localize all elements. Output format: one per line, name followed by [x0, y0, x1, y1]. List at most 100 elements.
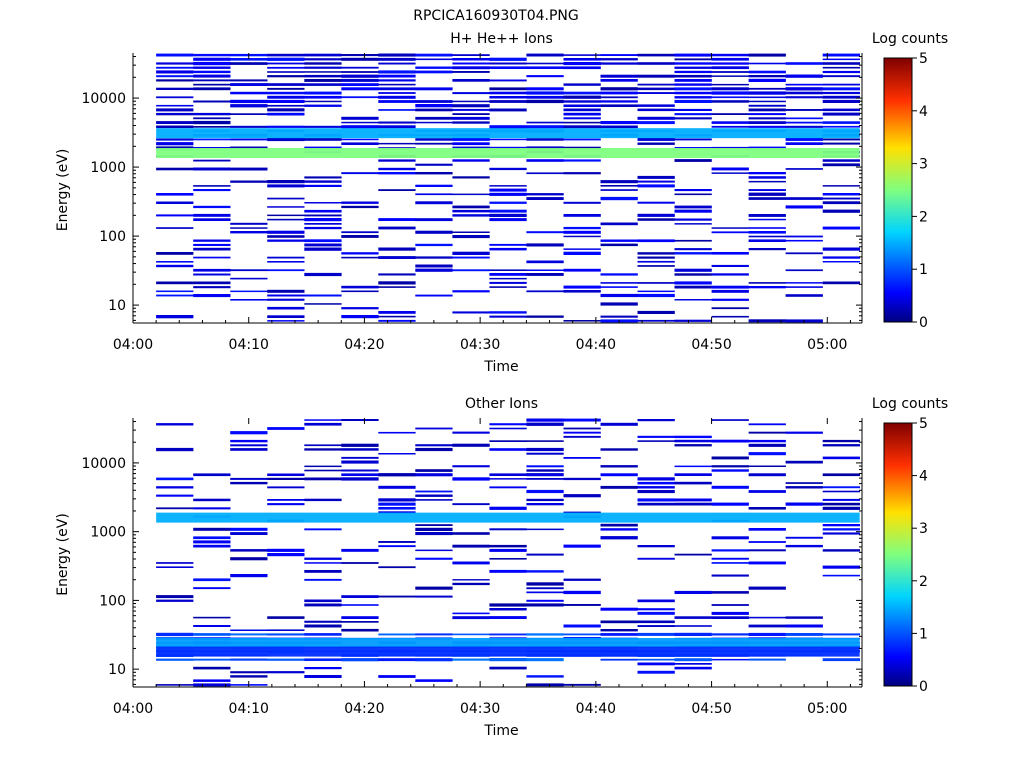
heatmap-cell [378, 507, 416, 510]
heatmap-cell [489, 544, 527, 548]
heatmap-cell [304, 272, 342, 277]
heatmap-cell [193, 66, 231, 69]
heatmap-cell [156, 96, 194, 99]
heatmap-cell [193, 57, 231, 61]
colorbar-tick-label: 5 [919, 416, 928, 432]
heatmap-cell [452, 431, 490, 434]
heatmap-cell [748, 658, 786, 661]
heatmap-cell [267, 206, 305, 208]
heatmap-cell [674, 285, 712, 289]
heatmap-cell [563, 604, 601, 606]
heatmap-cell [230, 629, 268, 631]
heatmap-cell [267, 218, 305, 221]
heatmap-cell [378, 319, 416, 322]
heatmap-cell [711, 633, 749, 636]
heatmap-cell [415, 184, 453, 187]
heatmap-cell [489, 108, 527, 112]
heatmap-cell [378, 256, 416, 259]
heatmap-cell [563, 544, 601, 548]
heatmap-cell [304, 223, 342, 225]
heatmap-cell [822, 247, 860, 251]
heatmap-cell [193, 544, 231, 548]
heatmap-cell [341, 71, 379, 73]
heatmap-cell [637, 481, 675, 485]
heatmap-cell [378, 159, 416, 162]
heatmap-cell [267, 95, 305, 99]
heatmap-cell [822, 197, 860, 200]
heatmap-cell [378, 83, 416, 86]
heatmap-cell [489, 91, 527, 95]
heatmap-cell [230, 222, 268, 225]
heatmap-cell [415, 100, 453, 103]
heatmap-cell [341, 285, 379, 289]
heatmap-cell [674, 53, 712, 57]
heatmap-cell [674, 99, 712, 103]
heatmap-cell [674, 83, 712, 86]
heatmap-cell [785, 286, 823, 288]
heatmap-cell [489, 277, 527, 280]
energy-band [156, 638, 860, 649]
heatmap-cell [822, 256, 860, 259]
heatmap-cell [563, 418, 601, 422]
heatmap-cell [674, 553, 712, 556]
heatmap-cell [304, 247, 342, 251]
heatmap-cell [341, 201, 379, 204]
heatmap-cell [489, 213, 527, 217]
colorbar: 0 1 2 3 4 5 Log counts [872, 31, 948, 331]
heatmap-cell [785, 431, 823, 434]
heatmap-cell [822, 58, 860, 61]
heatmap-cell [526, 469, 564, 472]
heatmap-cell [489, 138, 527, 141]
heatmap-cell [748, 465, 786, 467]
heatmap-cell [193, 138, 231, 141]
heatmap-cell [785, 121, 823, 124]
heatmap-cell [452, 108, 490, 111]
heatmap-cell [785, 282, 823, 284]
heatmap-cell [563, 431, 601, 434]
heatmap-cell [378, 142, 416, 145]
heatmap-cell [156, 227, 194, 229]
heatmap-cell [563, 83, 601, 86]
heatmap-cell [304, 562, 342, 564]
heatmap-cell [304, 448, 342, 451]
heatmap-cell [822, 138, 860, 141]
heatmap-cell [378, 311, 416, 314]
heatmap-cell [341, 469, 379, 472]
heatmap-cell [489, 506, 527, 510]
heatmap-cell [674, 625, 712, 627]
heatmap-cell [341, 548, 379, 552]
heatmap-cell [415, 524, 453, 526]
heatmap-cell [489, 633, 527, 636]
heatmap-cell [341, 116, 379, 120]
heatmap-cell [637, 658, 675, 661]
heatmap-cell [674, 218, 712, 221]
heatmap-cell [489, 315, 527, 318]
heatmap-cell [489, 608, 527, 611]
heatmap-cell [156, 566, 194, 568]
heatmap-cell [341, 125, 379, 129]
heatmap-cell [378, 189, 416, 191]
heatmap-cell [415, 679, 453, 682]
heatmap-cell [193, 185, 231, 187]
heatmap-cell [267, 473, 305, 476]
heatmap-cell [452, 269, 490, 272]
heatmap-cell [600, 658, 638, 661]
heatmap-cell [156, 315, 194, 319]
heatmap-cell [230, 231, 268, 234]
heatmap-cell [489, 473, 527, 476]
heatmap-cell [156, 281, 194, 285]
heatmap-cell [267, 71, 305, 73]
heatmap-cell [415, 66, 453, 69]
heatmap-cell [304, 620, 342, 623]
heatmap-cell [748, 121, 786, 124]
colorbar-tick-label: 1 [919, 262, 928, 278]
heatmap-cell [341, 443, 379, 447]
heatmap-cell [304, 469, 342, 472]
heatmap-cell [563, 251, 601, 255]
heatmap-cell [748, 616, 786, 619]
heatmap-cell [748, 286, 786, 289]
heatmap-cell [674, 268, 712, 272]
heatmap-cell [415, 138, 453, 141]
heatmap-cell [637, 213, 675, 217]
